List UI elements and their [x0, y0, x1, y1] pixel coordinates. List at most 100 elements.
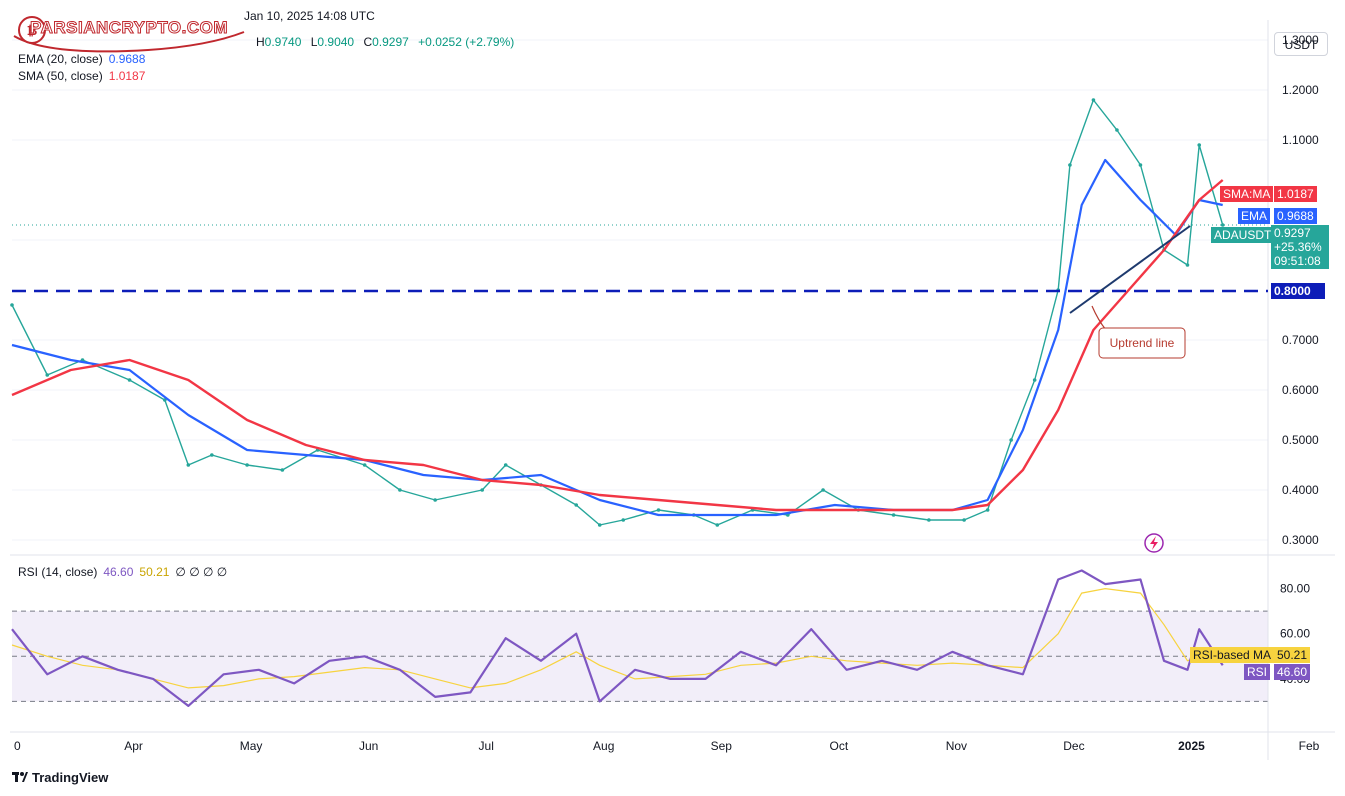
ema-tag-value: 0.9688 — [1274, 208, 1317, 224]
sma-tag-value: 1.0187 — [1274, 186, 1317, 202]
rsi-ma-tag-value: 50.21 — [1274, 647, 1311, 663]
rsi-ma-tag-label: RSI-based MA — [1190, 647, 1275, 663]
low-value: 0.9040 — [317, 35, 355, 49]
price-point — [362, 463, 367, 467]
change-value: +0.0252 (+2.79%) — [418, 35, 515, 49]
price-tick-label: 0.6000 — [1282, 383, 1319, 397]
ohlc-legend: H0.9740 L0.9040 C0.9297 +0.0252 (+2.79%) — [256, 35, 514, 49]
time-tick-label: 2025 — [1178, 739, 1205, 753]
close-label: C — [363, 35, 373, 49]
sma-tag-label: SMA:MA — [1220, 186, 1274, 202]
price-tick-label: 0.5000 — [1282, 433, 1319, 447]
time-tick-label: Dec — [1063, 739, 1084, 753]
last-price-value: 0.9297 — [1274, 226, 1311, 240]
price-point — [574, 503, 579, 507]
price-point — [621, 518, 626, 522]
support-level-tag: 0.8000 — [1271, 283, 1325, 299]
price-point — [163, 398, 167, 402]
header-date: Jan 10, 2025 14:08 UTC — [244, 9, 375, 23]
time-tick-label: Oct — [829, 739, 848, 753]
watermark-swoosh: ₿ — [13, 16, 245, 53]
time-tick-label: Feb — [1299, 739, 1320, 753]
ema-value: 0.9688 — [108, 52, 146, 66]
sma-label: SMA (50, close) — [18, 69, 103, 83]
price-point — [1197, 143, 1202, 147]
price-point — [1009, 438, 1013, 442]
price-point — [962, 518, 966, 522]
rsi-value: 46.60 — [103, 565, 134, 579]
price-point — [1091, 98, 1096, 102]
low-label: L — [310, 35, 318, 49]
high-value: 0.9740 — [264, 35, 302, 49]
price-point — [45, 373, 50, 377]
series-adausdt-line — [11, 99, 1224, 526]
rsi-band — [12, 610, 1268, 702]
svg-text:₿: ₿ — [27, 23, 38, 38]
last-price-tag-label: ADAUSDT — [1211, 227, 1275, 243]
time-tick-label: 0 — [14, 739, 21, 753]
time-axis[interactable]: 0 Apr May Jun Jul Aug Sep Oct Nov Dec 2025 Feb — [14, 739, 1320, 753]
price-point — [1032, 378, 1037, 382]
price-tick-label: 1.1000 — [1282, 133, 1319, 147]
rsi-ma-value: 50.21 — [139, 565, 170, 579]
lightning-icon[interactable] — [1144, 533, 1164, 553]
rsi-tick-label: 80.00 — [1280, 582, 1310, 596]
watermark-logo: ₿ PARSIANCRYPTO.COM — [8, 6, 248, 54]
price-point — [1068, 163, 1072, 167]
rsi-band-fill — [12, 611, 1268, 702]
time-tick-label: Aug — [593, 739, 614, 753]
rsi-tag-value: 46.60 — [1274, 664, 1311, 680]
price-point — [280, 468, 285, 472]
time-tick-label: Apr — [124, 739, 143, 753]
high-label: H — [256, 35, 265, 49]
rsi-tag-label: RSI — [1244, 664, 1271, 680]
last-price-change: +25.36% — [1274, 240, 1322, 254]
price-gridlines — [12, 39, 1268, 541]
sma-legend[interactable]: SMA (50, close) 1.0187 — [18, 69, 145, 83]
watermark-text: PARSIANCRYPTO.COM — [29, 18, 229, 38]
rsi-ma-line — [11, 587, 1223, 689]
price-point — [927, 518, 931, 522]
price-point — [503, 463, 508, 467]
price-tick-label: 0.7000 — [1282, 333, 1319, 347]
price-point — [127, 378, 132, 382]
price-point — [985, 508, 990, 512]
time-tick-label: Jun — [359, 739, 378, 753]
price-point — [1220, 223, 1225, 227]
uptrend-line[interactable] — [1069, 225, 1191, 314]
rsi-tick-label: 60.00 — [1280, 627, 1310, 641]
price-point — [1138, 163, 1143, 167]
price-point — [597, 523, 602, 527]
rsi-extra: ∅ ∅ ∅ ∅ — [175, 565, 228, 579]
candle-countdown: 09:51:08 — [1274, 254, 1321, 268]
price-point — [186, 463, 191, 467]
rsi-label: RSI (14, close) — [18, 565, 98, 579]
tradingview-logo[interactable]: TradingView — [12, 770, 108, 785]
price-point — [1115, 128, 1119, 132]
annotation-box[interactable] — [1098, 327, 1186, 359]
ema-legend[interactable]: EMA (20, close) 0.9688 — [18, 52, 145, 66]
series-sma-line — [11, 179, 1224, 512]
price-point — [245, 463, 249, 467]
ema-tag-label: EMA — [1238, 208, 1271, 224]
price-point — [480, 488, 484, 492]
price-point — [433, 498, 437, 502]
tradingview-icon — [12, 770, 28, 785]
time-tick-label: May — [240, 739, 263, 753]
tradingview-text: TradingView — [32, 770, 109, 785]
price-tick-label: 1.2000 — [1282, 83, 1319, 97]
time-tick-label: Nov — [946, 739, 967, 753]
sma-value: 1.0187 — [108, 69, 146, 83]
ema-label: EMA (20, close) — [18, 52, 103, 66]
currency-unit-button[interactable]: USDT — [1274, 32, 1328, 56]
price-point — [821, 488, 825, 492]
price-point — [1185, 263, 1190, 267]
price-tick-label: 0.3000 — [1282, 533, 1319, 547]
price-point — [10, 303, 14, 307]
rsi-legend[interactable]: RSI (14, close) 46.60 50.21 ∅ ∅ ∅ ∅ — [18, 565, 227, 579]
last-price-tag: 0.9297 +25.36% 09:51:08 — [1271, 225, 1329, 269]
price-tick-label: 0.4000 — [1282, 483, 1319, 497]
price-point — [210, 453, 214, 457]
price-point — [656, 508, 661, 512]
